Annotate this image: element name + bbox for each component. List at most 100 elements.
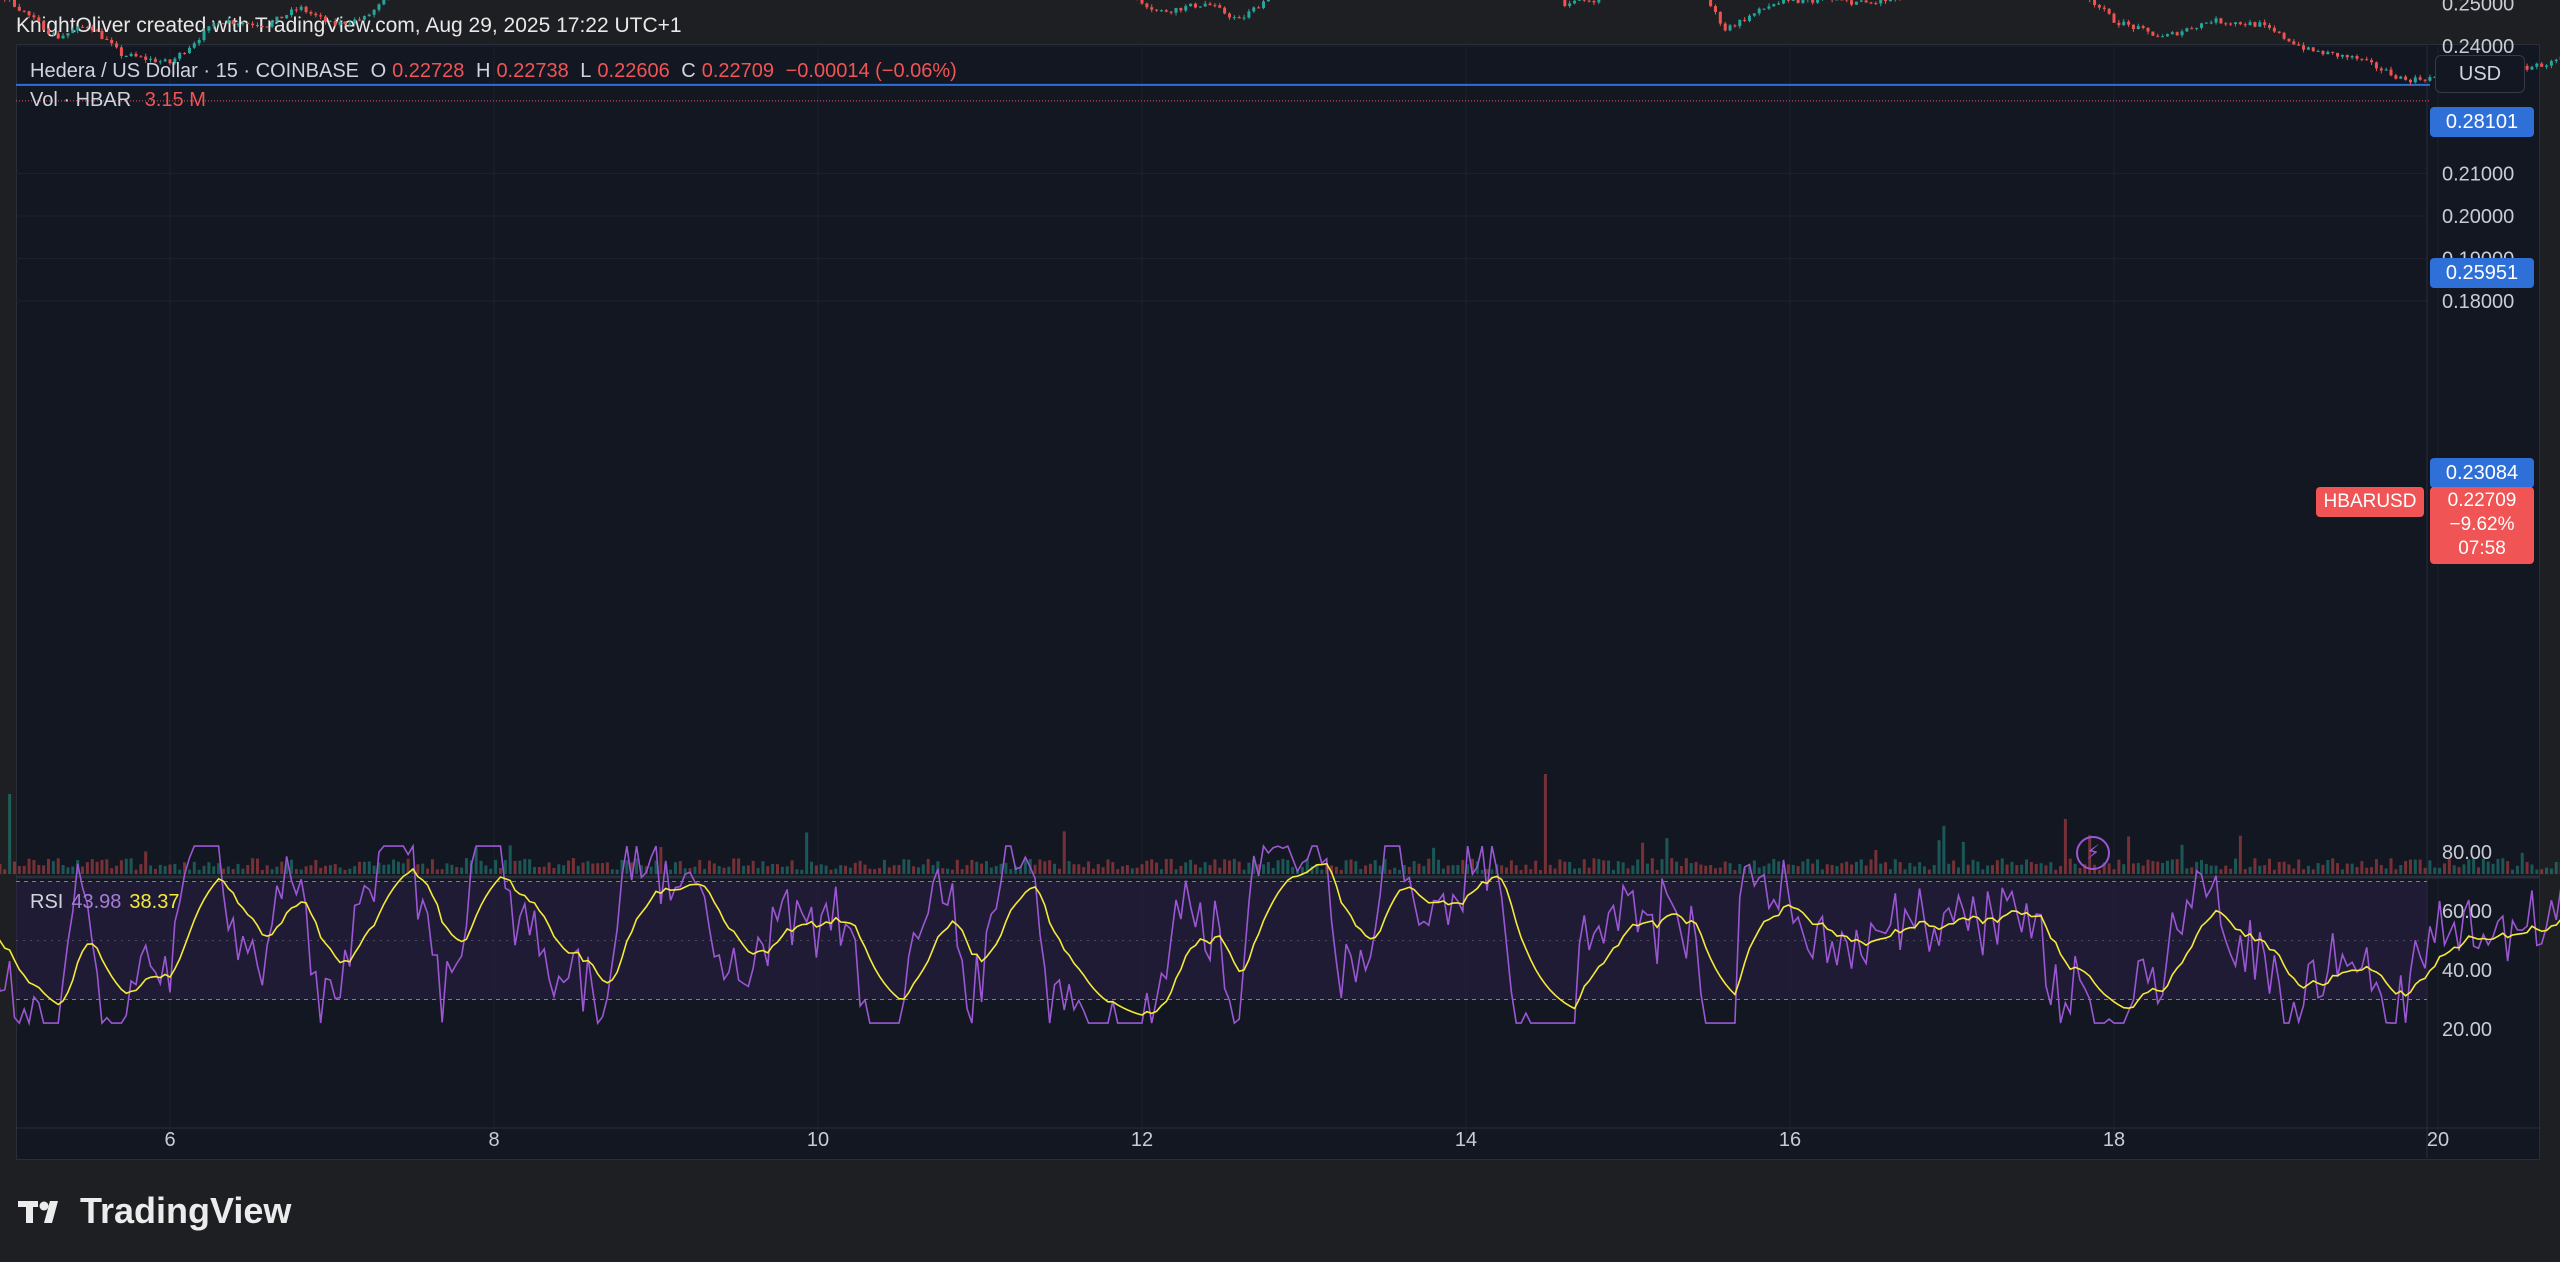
volume-bar	[1315, 864, 1319, 874]
volume-bar	[2243, 869, 2247, 874]
candle-body	[192, 43, 196, 48]
volume-bar	[149, 865, 153, 874]
candle-body	[2180, 31, 2184, 36]
volume-bar	[2185, 868, 2189, 874]
volume-bar	[168, 864, 172, 874]
volume-bar	[1898, 862, 1902, 874]
volume-bar	[280, 861, 284, 874]
volume-bar	[1262, 864, 1265, 874]
candle-body	[2413, 77, 2417, 83]
volume-bar	[2258, 865, 2262, 874]
volume-bar	[212, 866, 216, 874]
candle-body	[1801, 0, 1805, 3]
symbol-name[interactable]: Hedera / US Dollar · 15 · COINBASE	[30, 60, 359, 82]
volume-bar	[1271, 867, 1275, 874]
volume-bar	[829, 869, 833, 874]
volume-bar	[2025, 859, 2029, 874]
volume-bar	[1932, 865, 1936, 874]
candle-body	[76, 26, 80, 31]
open-value: 0.22728	[392, 60, 465, 82]
candle-body	[343, 21, 347, 24]
volume-bar	[1111, 862, 1115, 874]
candle-body	[1782, 0, 1786, 4]
volume-bar	[1976, 861, 1980, 874]
candle-body	[319, 15, 323, 17]
volume-bar	[950, 869, 954, 874]
volume-bar	[255, 858, 259, 874]
volume-bar	[2263, 865, 2267, 874]
volume-bar	[2297, 859, 2301, 874]
candle-body	[1247, 11, 1251, 18]
volume-bar	[1626, 868, 1630, 874]
volume-bar	[2457, 867, 2461, 874]
volume-bar	[2311, 869, 2315, 874]
candle-body	[47, 30, 50, 35]
volume-bar	[236, 863, 240, 874]
volume-bar	[1364, 865, 1368, 874]
volume-bar	[1777, 861, 1781, 874]
tradingview-logo[interactable]: TradingView	[18, 1190, 291, 1232]
volume-bar	[2078, 868, 2082, 874]
lightning-icon[interactable]: ⚡	[2076, 836, 2110, 870]
candle-body	[2258, 22, 2262, 27]
volume-bar	[416, 864, 420, 874]
volume-bar	[153, 868, 157, 874]
volume-bar	[805, 832, 809, 874]
volume-bar	[372, 865, 376, 874]
candle-body	[1748, 15, 1751, 21]
candle-body	[2151, 31, 2155, 36]
candle-body	[2165, 34, 2169, 37]
volume-bar	[776, 864, 779, 874]
candle-body	[1582, 0, 1586, 1]
rsi-legend: RSI 43.98 38.37	[30, 891, 179, 914]
volume-bar	[1179, 865, 1183, 874]
candle-body	[173, 58, 177, 64]
candle-body	[1869, 2, 1873, 4]
volume-bar	[1276, 860, 1280, 874]
volume-bar	[1888, 869, 1892, 874]
volume-bar	[387, 864, 391, 874]
volume-bar	[878, 868, 882, 874]
volume-bar	[800, 869, 804, 874]
volume-bar	[319, 867, 323, 874]
volume-bar	[1573, 868, 1577, 874]
candle-body	[1762, 8, 1766, 10]
volume-bar	[1850, 864, 1854, 874]
volume-bar	[56, 858, 60, 874]
currency-button[interactable]: USD	[2435, 55, 2525, 93]
volume-bar	[1305, 858, 1309, 874]
volume-bar	[1723, 861, 1727, 874]
volume-bar	[1038, 859, 1042, 874]
current-change: −9.62%	[2449, 514, 2515, 535]
volume-bar	[1257, 864, 1261, 874]
volume-bar	[221, 868, 225, 874]
high-value: 0.22738	[496, 60, 569, 82]
volume-bar	[95, 861, 99, 874]
volume-bar	[251, 858, 255, 874]
candle-body	[1884, 0, 1888, 2]
candle-body	[2263, 22, 2267, 26]
volume-bar	[2481, 858, 2485, 874]
volume-bar	[785, 866, 789, 874]
volume-bar	[299, 869, 303, 874]
volume-bar	[1607, 860, 1611, 874]
candle-body	[358, 19, 362, 21]
volume-bar	[2515, 865, 2519, 874]
candle-body	[2389, 69, 2393, 76]
volume-bar	[1738, 863, 1742, 874]
volume-bar	[2374, 859, 2378, 874]
volume-bar	[445, 863, 449, 874]
volume-bar	[965, 865, 969, 874]
candle-body	[1816, 0, 1820, 3]
volume-bar	[2321, 864, 2325, 874]
volume-bar	[1947, 863, 1951, 874]
volume-bar	[1704, 865, 1708, 874]
volume-bar	[1592, 858, 1596, 874]
volume-bar	[1524, 864, 1528, 874]
volume-bar	[100, 859, 104, 874]
volume-bar	[1155, 862, 1159, 874]
candle-body	[1573, 0, 1577, 4]
candle-body	[207, 26, 211, 31]
volume-bar	[1879, 863, 1883, 874]
